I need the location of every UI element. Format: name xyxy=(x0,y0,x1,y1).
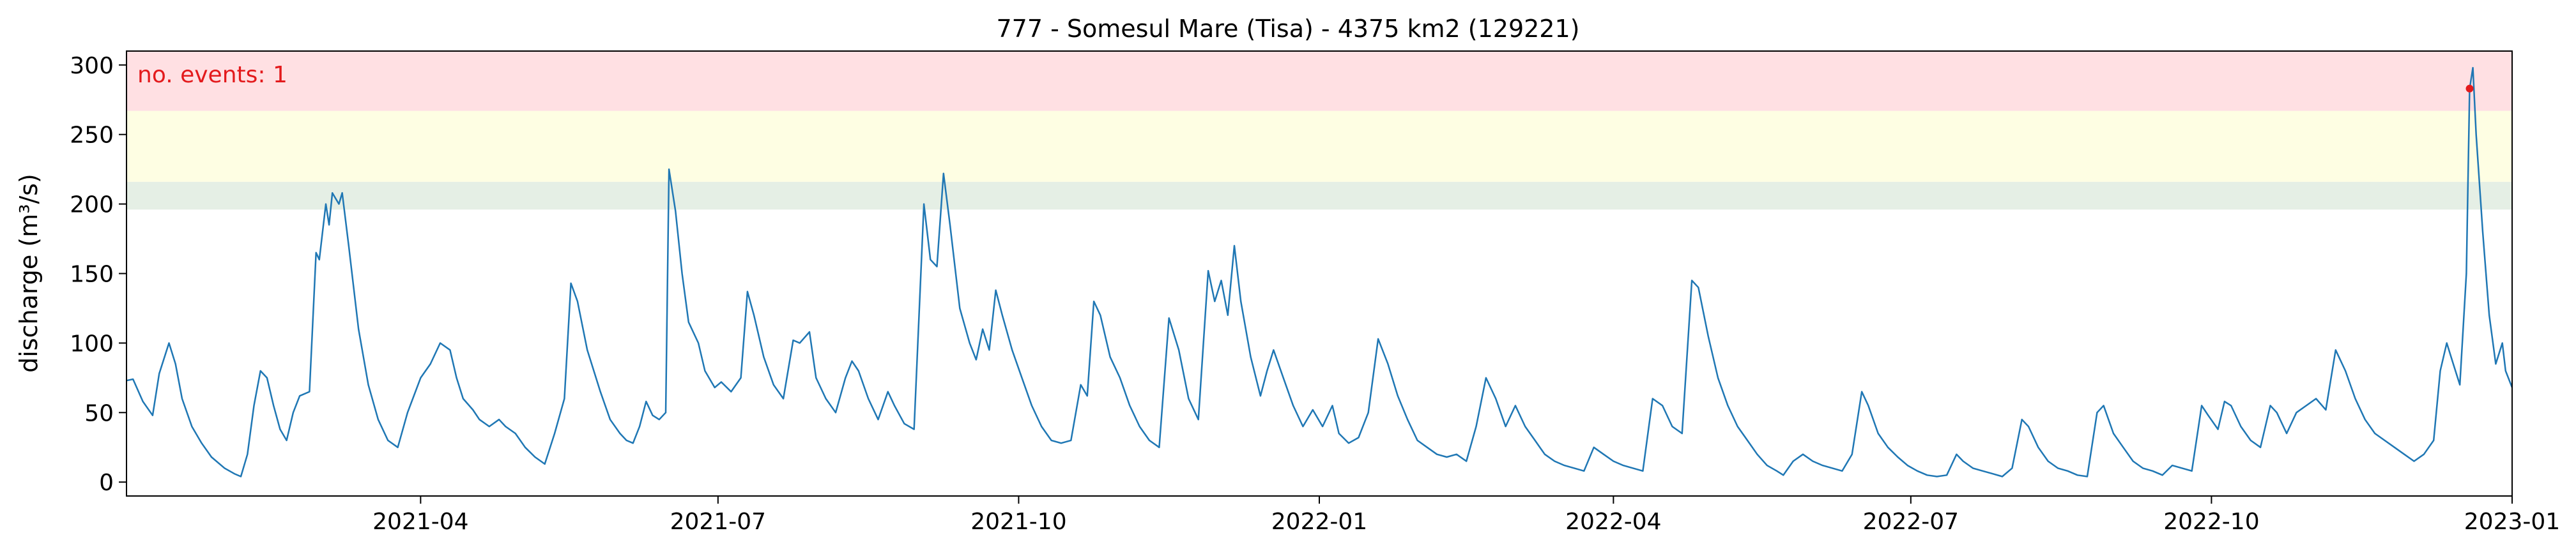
x-tick-label-2021-10: 2021-10 xyxy=(970,509,1066,535)
x-axis: 2021-04 2021-07 2021-10 2022-01 2022-04 2022-… xyxy=(372,496,2560,535)
threshold-bands xyxy=(126,51,2512,210)
x-tick-label-2021-07: 2021-07 xyxy=(670,509,766,535)
x-tick-label-2021-04: 2021-04 xyxy=(372,509,468,535)
y-tick-label-300: 300 xyxy=(70,53,114,79)
x-tick-label-2022-07: 2022-07 xyxy=(1863,509,1959,535)
x-tick-label-2023-01: 2023-01 xyxy=(2464,509,2560,535)
band-2 xyxy=(126,51,2512,111)
band-1 xyxy=(126,110,2512,182)
y-axis: 0 50 100 150 200 250 300 xyxy=(70,53,126,496)
y-tick-label-250: 250 xyxy=(70,123,114,149)
band-0 xyxy=(126,181,2512,210)
y-tick-label-100: 100 xyxy=(70,331,114,357)
x-tick-label-2022-01: 2022-01 xyxy=(1271,509,1367,535)
y-tick-label-50: 50 xyxy=(84,400,114,426)
events-annotation: no. events: 1 xyxy=(137,62,288,88)
y-tick-label-150: 150 xyxy=(70,262,114,288)
series-line-0 xyxy=(126,66,2513,477)
event-markers xyxy=(2465,84,2474,93)
event-point-0 xyxy=(2465,84,2474,93)
y-tick-label-0: 0 xyxy=(99,470,114,496)
x-tick-label-2022-10: 2022-10 xyxy=(2163,509,2259,535)
chart-title: 777 - Somesul Mare (Tisa) - 4375 km2 (12… xyxy=(997,15,1580,43)
series-layer xyxy=(126,66,2513,477)
y-tick-label-200: 200 xyxy=(70,192,114,218)
y-axis-label: discharge (m³/s) xyxy=(15,174,43,373)
x-tick-label-2022-04: 2022-04 xyxy=(1565,509,1661,535)
